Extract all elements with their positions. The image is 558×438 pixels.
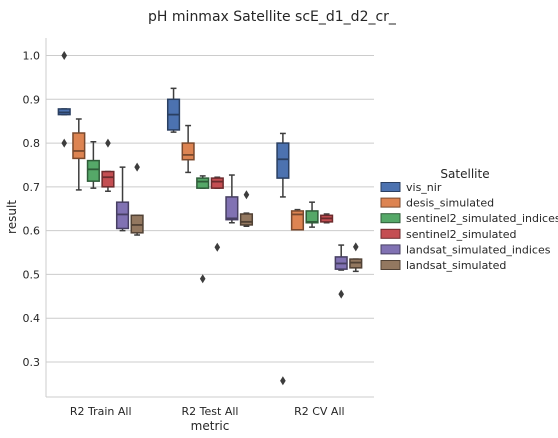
- box-landsat_simulated_indices: [225, 174, 239, 224]
- outlier-marker: [134, 162, 140, 172]
- legend-title: Satellite: [440, 167, 489, 181]
- y-axis-label: result: [5, 200, 19, 234]
- outlier-marker: [338, 289, 344, 299]
- legend-label: vis_nir: [406, 181, 442, 194]
- legend-label: landsat_simulated: [406, 259, 506, 272]
- legend-label: sentinel2_simulated_indices: [406, 212, 558, 225]
- box-landsat_simulated_indices: [115, 166, 130, 232]
- y-tick-label: 0.4: [23, 312, 41, 325]
- x-tick-label: R2 Test All: [182, 405, 239, 418]
- y-tick-label: 0.5: [23, 268, 41, 281]
- box-vis_nir: [166, 87, 181, 133]
- outlier-marker: [243, 190, 250, 200]
- box-vis_nir: [57, 51, 71, 148]
- legend-swatch: [380, 213, 401, 224]
- y-gridlines: [46, 55, 374, 363]
- box-sentinel2_simulated: [210, 176, 224, 252]
- box-sentinel2_simulated_indices: [305, 201, 319, 228]
- legend-swatch: [380, 197, 401, 208]
- y-tick-label: 0.7: [23, 181, 41, 194]
- iqr-box: [86, 159, 100, 182]
- box-landsat_simulated: [239, 190, 254, 228]
- x-tick-labels: R2 Train All R2 Test All R2 CV All: [70, 405, 345, 418]
- x-tick-label: R2 Train All: [70, 405, 132, 418]
- iqr-box: [196, 177, 210, 189]
- legend-label: sentinel2_simulated: [406, 228, 516, 241]
- iqr-box: [225, 196, 239, 221]
- iqr-box: [72, 132, 86, 160]
- box-desis_simulated: [72, 118, 86, 191]
- iqr-box: [210, 177, 224, 189]
- outlier-marker: [352, 242, 359, 252]
- box-sentinel2_simulated_indices: [196, 175, 210, 284]
- legend-swatch: [380, 260, 401, 270]
- outlier-marker: [199, 274, 206, 284]
- legend-swatch: [380, 244, 401, 255]
- y-tick-label: 1.0: [23, 50, 41, 63]
- iqr-box: [290, 210, 305, 231]
- outlier-marker: [280, 376, 286, 386]
- y-tick-label: 0.9: [23, 93, 41, 106]
- iqr-box: [276, 142, 290, 179]
- legend-label: desis_simulated: [406, 197, 494, 210]
- outlier-marker: [61, 138, 68, 148]
- legend-swatch: [380, 228, 401, 239]
- iqr-box: [181, 142, 195, 161]
- y-tick-label: 0.8: [23, 137, 41, 150]
- box-desis_simulated: [181, 124, 195, 174]
- y-tick-labels: 0.3 0.4 0.5 0.6 0.7 0.8 0.9 1.0: [23, 50, 41, 369]
- box-landsat_simulated_indices: [334, 244, 348, 299]
- y-tick-label: 0.6: [23, 225, 41, 238]
- box-sentinel2_simulated_indices: [86, 141, 100, 189]
- outlier-marker: [105, 138, 111, 148]
- legend-swatch: [380, 182, 401, 192]
- iqr-box: [101, 170, 115, 188]
- boxes: [57, 51, 363, 386]
- x-tick-label: R2 CV All: [294, 405, 344, 418]
- legend-label: landsat_simulated_indices: [406, 243, 551, 256]
- iqr-box: [239, 213, 254, 226]
- legend: Satellite vis_nir desis_simulated sentinel…: [380, 167, 558, 272]
- box-vis_nir: [276, 132, 290, 386]
- y-tick-label: 0.3: [23, 356, 41, 369]
- box-landsat_simulated: [349, 242, 363, 273]
- box-sentinel2_simulated: [101, 138, 115, 192]
- box-sentinel2_simulated: [320, 213, 334, 224]
- outlier-marker: [61, 51, 68, 61]
- outlier-marker: [214, 242, 221, 252]
- chart-title: pH minmax Satellite scE_d1_d2_cr_: [148, 9, 397, 25]
- box-desis_simulated: [290, 208, 305, 231]
- box-landsat_simulated: [130, 162, 144, 236]
- x-axis-label: metric: [191, 419, 230, 433]
